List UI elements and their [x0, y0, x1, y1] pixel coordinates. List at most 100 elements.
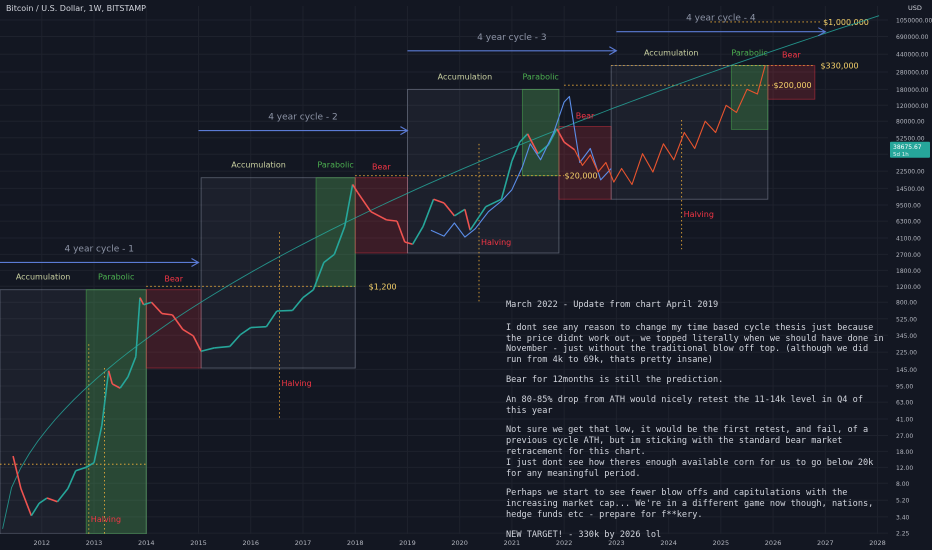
price-segment	[464, 209, 471, 231]
x-axis-bg	[0, 534, 888, 550]
price-segment	[30, 502, 40, 517]
cycle-label: 4 year cycle - 1	[65, 244, 134, 254]
price-segment	[312, 262, 325, 291]
cycle-label: 4 year cycle - 3	[477, 33, 546, 43]
parabolic-zone	[315, 177, 356, 287]
fractal-line	[430, 95, 612, 238]
parabolic-label: Parabolic	[522, 72, 558, 81]
x-tick-label: 2024	[660, 539, 677, 547]
bear-zone	[145, 289, 202, 369]
y-tick-label: 225.00	[896, 350, 917, 357]
price-segment	[135, 297, 141, 357]
y-tick-label: 95.00	[896, 383, 913, 390]
bear-label: Bear	[782, 51, 801, 60]
y-tick-label: 180000.00	[896, 87, 929, 94]
price-segment	[556, 128, 565, 143]
y-tick-label: 280000.00	[896, 69, 929, 76]
accumulation-label: Accumulation	[16, 273, 71, 282]
notes-title: March 2022 - Update from chart April 201…	[506, 300, 719, 310]
price-levels: $1,200 $20,000 $200,000 $330,000 $1,000,000	[0, 18, 869, 534]
x-tick-label: 2019	[399, 539, 416, 547]
y-tick-label: 1200.00	[896, 284, 921, 291]
cycle-arrowhead	[400, 126, 409, 136]
series-layer	[12, 65, 766, 517]
parabolic-zone	[85, 289, 147, 535]
price-segment	[469, 206, 487, 231]
log-growth-curve	[2, 15, 880, 529]
price-segment	[239, 326, 252, 336]
parabolic-label: Parabolic	[98, 273, 134, 282]
x-tick-label: 2013	[86, 539, 103, 547]
price-segment	[229, 334, 241, 347]
price-segment	[119, 376, 129, 389]
accumulation-label: Accumulation	[644, 49, 699, 58]
bear-zone	[558, 126, 612, 200]
halving-label: Halving	[481, 238, 511, 247]
y-tick-label: 5.20	[896, 498, 910, 505]
y-tick-label: 800.00	[896, 300, 917, 307]
price-segment	[404, 241, 413, 245]
price-segment	[20, 488, 33, 517]
x-tick-label: 2021	[504, 539, 521, 547]
x-tick-label: 2028	[869, 539, 886, 547]
y-tick-label: 6300.00	[896, 219, 921, 226]
price-segment	[101, 370, 110, 426]
cycle-arrowhead	[609, 46, 618, 56]
accumulation-zone	[610, 65, 769, 200]
notes-paragraph: Bear for 12months is still the predictio…	[506, 374, 724, 385]
notes-paragraph: Not sure we get that low, it would be th…	[506, 425, 874, 479]
accumulation-label: Accumulation	[231, 161, 286, 170]
price-segment	[12, 455, 22, 489]
price-segment	[38, 497, 48, 504]
notes-paragraph: Perhaps we start to see fewer blow offs …	[506, 488, 879, 520]
price-segment	[411, 226, 424, 245]
y-axis: USD 1050000.00 690000.00 440000.00 280000.00…	[888, 0, 932, 550]
x-tick-label: 2014	[138, 539, 155, 547]
cycle-label: 4 year cycle - 4	[686, 14, 756, 24]
y-axis-bg	[888, 0, 932, 550]
growth-curve	[2, 15, 880, 529]
accumulation-zone	[200, 177, 356, 369]
cycle-arrows	[0, 27, 827, 267]
projection-line	[574, 65, 766, 186]
price-segment	[276, 309, 293, 312]
price-segment	[56, 488, 69, 503]
cycle-label: 4 year cycle - 2	[268, 113, 337, 123]
y-tick-label: 440000.00	[896, 52, 929, 59]
x-tick-label: 2017	[295, 539, 312, 547]
price-segment	[93, 425, 103, 463]
y-tick-label: 525.00	[896, 316, 917, 323]
price-level-label: $1,000,000	[823, 18, 869, 27]
notes-paragraph: I dont see any reason to change my time …	[506, 322, 889, 366]
price-segment	[563, 141, 576, 151]
price-segment	[192, 335, 202, 352]
x-tick-label: 2027	[817, 539, 834, 547]
bear-zone	[767, 65, 816, 100]
price-segment	[370, 211, 387, 221]
price-segment	[182, 328, 194, 337]
accumulation-zone	[0, 289, 147, 535]
y-tick-label: 27.00	[896, 433, 913, 440]
cycle-arrowhead	[191, 257, 200, 267]
cycle-regions	[0, 65, 816, 535]
x-tick-label: 2016	[242, 539, 259, 547]
currency-label: USD	[908, 4, 922, 12]
price-segment	[343, 184, 354, 227]
y-tick-label: 14500.00	[896, 186, 925, 193]
accumulation-zone	[407, 88, 560, 254]
price-segment	[351, 184, 359, 194]
price-segment	[107, 370, 114, 385]
x-tick-label: 2022	[556, 539, 573, 547]
y-tick-label: 12.00	[896, 465, 913, 472]
price-segment	[357, 192, 372, 213]
bear-zone	[354, 177, 408, 254]
price-segment	[291, 297, 304, 311]
price-segment	[150, 301, 163, 315]
price-segment	[454, 208, 466, 217]
x-tick-label: 2026	[765, 539, 782, 547]
y-tick-label: 120000.00	[896, 103, 929, 110]
price-level-label: $20,000	[565, 172, 598, 181]
x-tick-label: 2025	[713, 539, 730, 547]
price-segment	[200, 347, 215, 353]
